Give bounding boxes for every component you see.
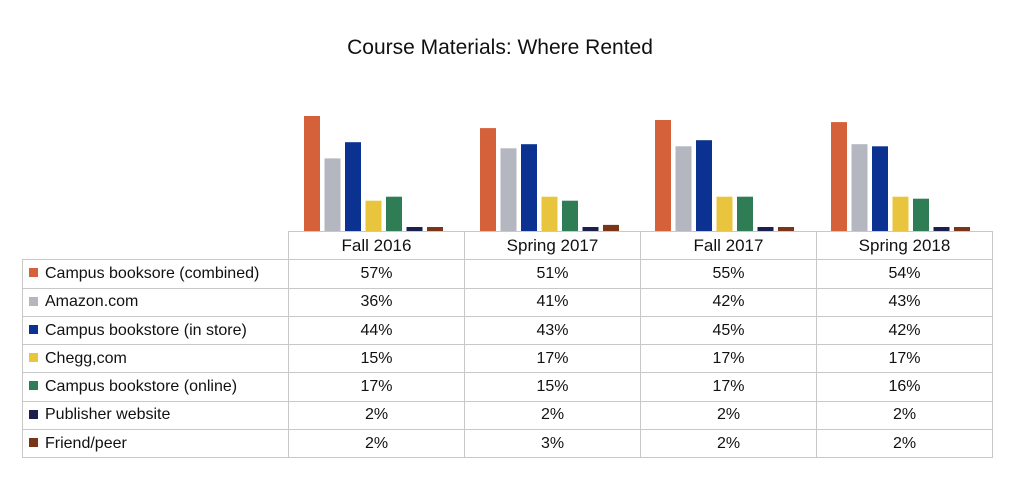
- series-legend-cell: Friend/peer: [22, 429, 289, 459]
- bar: [778, 227, 794, 231]
- series-label: Chegg,com: [45, 349, 127, 367]
- data-label: 43%: [464, 315, 641, 346]
- data-label: 17%: [288, 372, 465, 402]
- legend-swatch: [29, 409, 38, 419]
- bar: [675, 146, 692, 231]
- bar: [345, 142, 361, 231]
- table-row: Campus bookstore (online) 17% 15% 17% 16%: [22, 372, 993, 402]
- table-row: Campus bookstore (in store) 44% 43% 45% 42%: [22, 315, 993, 346]
- data-label: 17%: [464, 344, 641, 374]
- data-label: 2%: [640, 400, 817, 431]
- data-label: 42%: [640, 287, 817, 317]
- bar: [324, 158, 341, 231]
- series-legend-cell: Publisher website: [22, 400, 289, 431]
- data-label: 2%: [640, 429, 817, 459]
- bar: [913, 198, 929, 231]
- data-label: 2%: [816, 429, 993, 459]
- data-label: 15%: [288, 344, 465, 374]
- series-label: Amazon.com: [45, 293, 139, 311]
- bar: [541, 196, 558, 231]
- bar: [872, 146, 888, 231]
- bar: [406, 227, 423, 231]
- table-row: Publisher website 2% 2% 2% 2%: [22, 400, 993, 431]
- table-row: Chegg,com 15% 17% 17% 17%: [22, 344, 993, 374]
- bar: [603, 224, 619, 231]
- bar: [480, 128, 496, 231]
- data-label: 41%: [464, 287, 641, 317]
- legend-swatch: [29, 437, 38, 447]
- bar: [933, 227, 950, 231]
- bar: [716, 196, 733, 231]
- data-label: 36%: [288, 287, 465, 317]
- data-label: 51%: [464, 259, 641, 289]
- table-row: Amazon.com 36% 41% 42% 43%: [22, 287, 993, 317]
- data-label: 57%: [288, 259, 465, 289]
- series-label: Campus booksore (combined): [45, 264, 260, 282]
- data-label: 3%: [464, 429, 641, 459]
- table-row: Campus booksore (combined) 57% 51% 55% 54%: [22, 259, 993, 289]
- bar: [757, 227, 774, 231]
- bar: [696, 140, 712, 231]
- series-label: Friend/peer: [45, 434, 127, 452]
- bar: [851, 144, 868, 231]
- data-label: 2%: [288, 429, 465, 459]
- bar-plot-area: [304, 116, 970, 231]
- data-label: 54%: [816, 259, 993, 289]
- legend-swatch: [29, 268, 38, 278]
- bar: [737, 196, 753, 231]
- bar: [655, 120, 671, 231]
- data-label: 15%: [464, 372, 641, 402]
- data-label: 43%: [816, 287, 993, 317]
- bar: [562, 200, 578, 231]
- bar: [427, 227, 443, 231]
- bar: [365, 200, 382, 231]
- data-label: 17%: [640, 372, 817, 402]
- category-header: Spring 2018: [816, 230, 993, 261]
- series-legend-cell: Campus bookstore (in store): [22, 315, 289, 346]
- data-label: 2%: [288, 400, 465, 431]
- data-label: 55%: [640, 259, 817, 289]
- data-label: 16%: [816, 372, 993, 402]
- category-header: Spring 2017: [464, 230, 641, 261]
- data-label: 42%: [816, 315, 993, 346]
- bar: [892, 196, 909, 231]
- chart-title: Course Materials: Where Rented: [347, 36, 653, 59]
- series-legend-cell: Chegg,com: [22, 344, 289, 374]
- data-label: 44%: [288, 315, 465, 346]
- data-label: 17%: [816, 344, 993, 374]
- series-label: Publisher website: [45, 406, 171, 424]
- series-legend-cell: Campus bookstore (online): [22, 372, 289, 402]
- data-label: 45%: [640, 315, 817, 346]
- category-header: Fall 2016: [288, 230, 465, 261]
- legend-swatch: [29, 324, 38, 334]
- table-header-row: Fall 2016 Spring 2017 Fall 2017 Spring 2…: [22, 230, 993, 261]
- bar: [954, 227, 970, 231]
- table-row: Friend/peer 2% 3% 2% 2%: [22, 429, 993, 459]
- series-label: Campus bookstore (online): [45, 378, 238, 396]
- bar: [386, 196, 402, 231]
- bar: [582, 227, 599, 231]
- bar: [304, 116, 320, 231]
- bar: [500, 148, 517, 231]
- bar: [831, 122, 847, 231]
- data-label: 2%: [464, 400, 641, 431]
- series-legend-cell: Campus booksore (combined): [22, 259, 289, 289]
- series-label: Campus bookstore (in store): [45, 321, 247, 339]
- series-legend-cell: Amazon.com: [22, 287, 289, 317]
- legend-swatch: [29, 296, 38, 306]
- legend-swatch: [29, 353, 38, 363]
- table-corner: [22, 231, 289, 260]
- legend-swatch: [29, 381, 38, 391]
- data-table: Fall 2016 Spring 2017 Fall 2017 Spring 2…: [22, 230, 993, 459]
- bar: [521, 144, 537, 231]
- data-label: 17%: [640, 344, 817, 374]
- category-header: Fall 2017: [640, 230, 817, 261]
- data-label: 2%: [816, 400, 993, 431]
